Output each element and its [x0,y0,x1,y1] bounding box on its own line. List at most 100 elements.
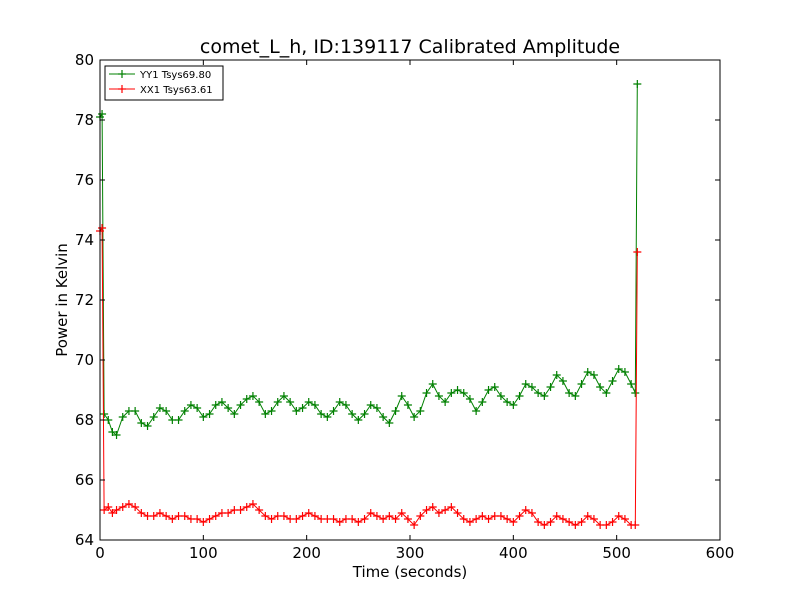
data-point [168,515,177,523]
data-point [608,518,617,526]
data-point [348,410,357,418]
data-point [224,509,233,517]
y-tick-label: 64 [75,531,94,549]
y-tick-label: 78 [75,111,94,129]
legend-box [104,65,224,101]
data-point [255,398,264,406]
data-point [205,515,214,523]
data-point [131,503,140,511]
data-point [416,512,425,520]
legend-entry: XX1 Tsys63.61 [109,85,213,96]
legend: YY1 Tsys69.80 XX1 Tsys63.61 [104,65,224,101]
data-point [118,413,127,421]
legend-marker [118,70,126,78]
data-point [614,512,623,520]
data-point [403,401,412,409]
x-tick-label: 300 [396,544,425,562]
data-point [149,413,158,421]
data-point [527,509,536,517]
data-point [496,512,505,520]
data-point [453,509,462,517]
data-point [304,398,313,406]
data-point [453,386,462,394]
data-point [565,518,574,526]
y-tick-label: 70 [75,351,94,369]
series-2 [96,224,642,529]
data-point [459,515,468,523]
data-point [558,515,567,523]
data-point [540,392,549,400]
data-point [410,413,419,421]
data-point [416,407,425,415]
data-point [186,401,195,409]
data-point [515,392,524,400]
data-point [304,509,313,517]
data-point [484,515,493,523]
y-axis: 64 66 68 70 72 74 76 78 80 [75,51,720,549]
data-point [329,407,338,415]
data-point [360,410,369,418]
data-point [366,509,375,517]
plot-frame [99,59,721,541]
data-point [143,422,152,430]
data-point [104,416,113,424]
data-point [633,248,642,256]
data-point [211,512,220,520]
data-point [521,506,530,514]
legend-marker [118,85,126,93]
data-point [571,392,580,400]
x-tick-label: 600 [706,544,735,562]
series-line [99,83,638,436]
x-tick-label: 100 [189,544,218,562]
data-point [248,392,257,400]
data-point [348,515,357,523]
data-point [236,506,245,514]
data-point [540,521,549,529]
data-point [310,512,319,520]
data-point [180,512,189,520]
y-tick-label: 74 [75,231,94,249]
data-point [577,518,586,526]
data-point [279,512,288,520]
data-point [317,410,326,418]
data-point [298,512,307,520]
y-tick-label: 68 [75,411,94,429]
data-point [236,401,245,409]
data-point [459,389,468,397]
data-point [608,377,617,385]
data-point [620,515,629,523]
legend-label: XX1 Tsys63.61 [140,85,213,96]
data-point [589,371,598,379]
data-point [248,500,257,508]
x-tick-label: 200 [292,544,321,562]
data-point [100,506,109,514]
data-point [211,401,220,409]
data-point [397,509,406,517]
data-point [180,407,189,415]
data-point [620,368,629,376]
data-point [267,515,276,523]
data-point [329,515,338,523]
data-point [323,413,332,421]
data-point [230,410,239,418]
x-axis-label: Time (seconds) [352,563,468,581]
y-tick-label: 72 [75,291,94,309]
data-point [335,398,344,406]
data-point [108,509,117,517]
data-point [496,392,505,400]
data-point [577,380,586,388]
data-point [341,401,350,409]
data-point [205,410,214,418]
data-point [267,407,276,415]
legend-label: YY1 Tsys69.80 [139,70,211,81]
data-point [534,389,543,397]
data-point [596,383,605,391]
data-point [137,509,146,517]
data-point [515,512,524,520]
data-point [162,512,171,520]
data-point [434,392,443,400]
data-point [602,389,611,397]
data-point [428,380,437,388]
data-point [279,392,288,400]
